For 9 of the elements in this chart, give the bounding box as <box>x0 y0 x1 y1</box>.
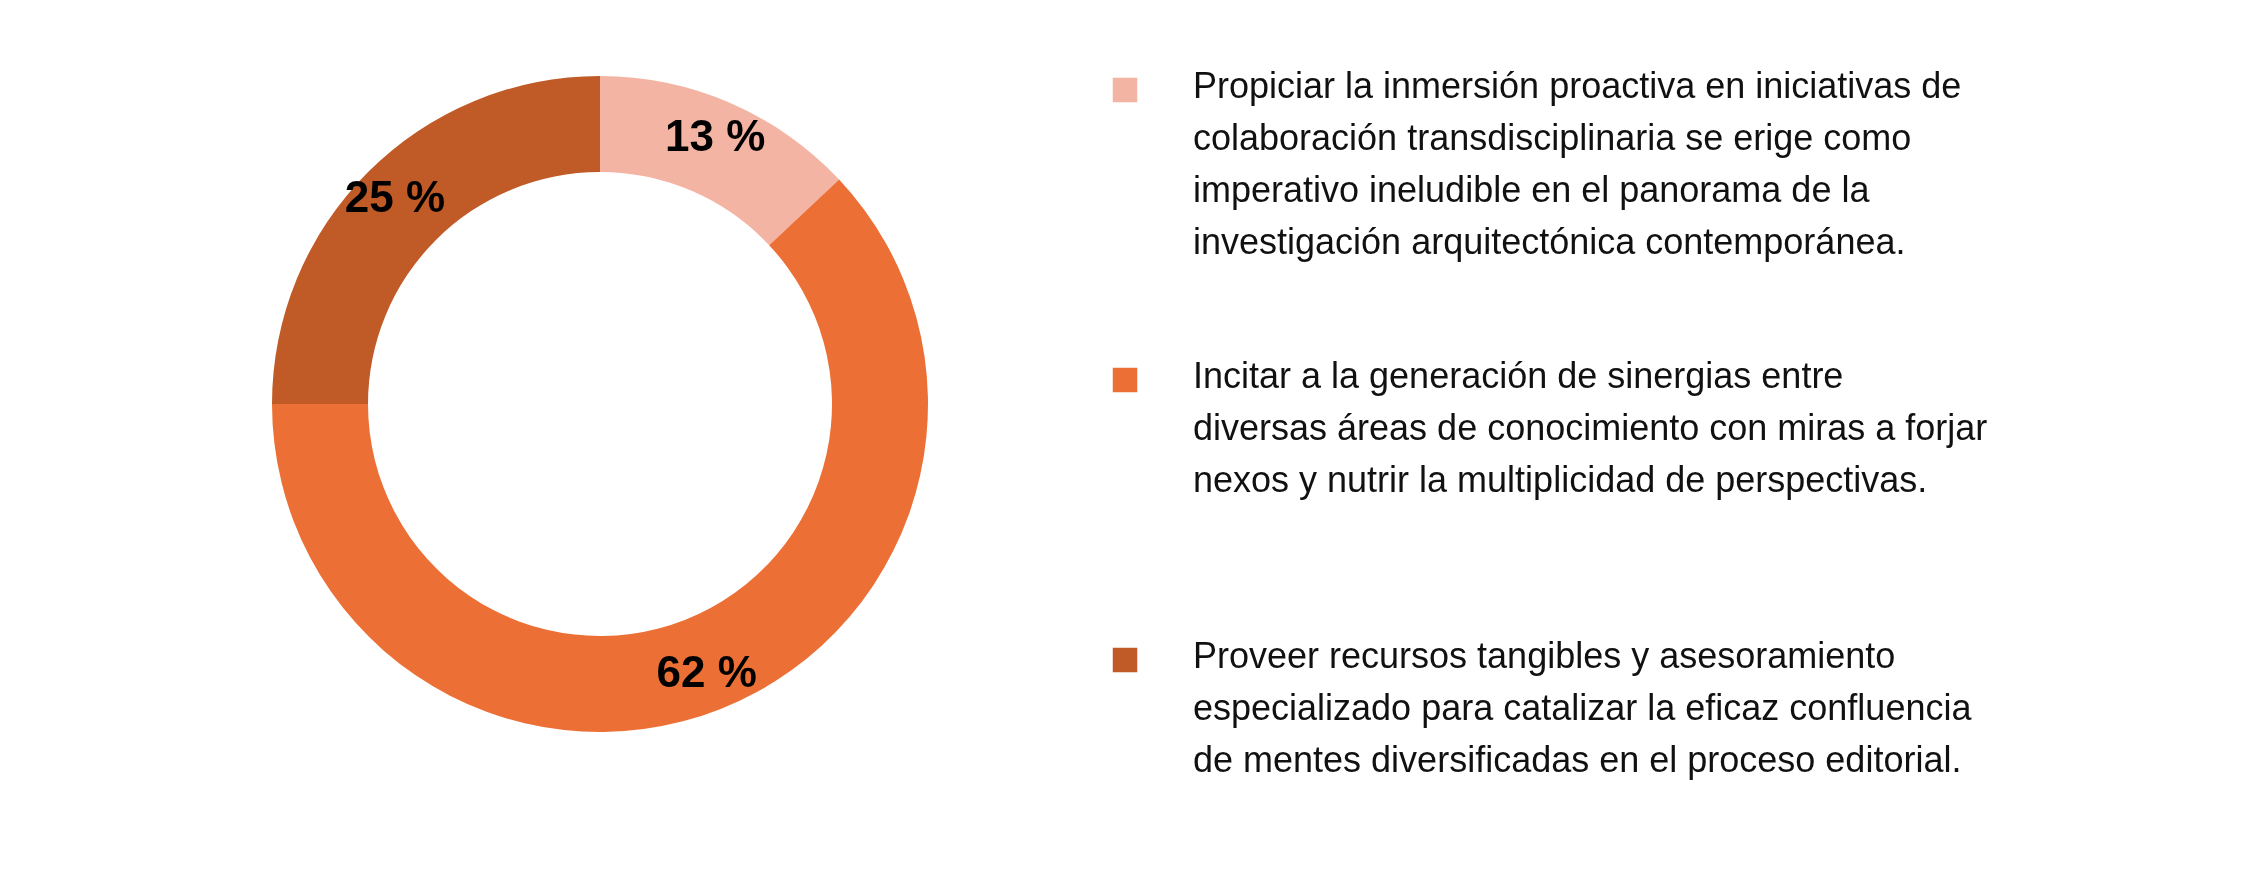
donut-slice <box>272 76 600 404</box>
data-label: 62 % <box>656 646 757 696</box>
legend-label: Incitar a la generación de sinergias entre diversas áreas de conocimiento con miras a forjar nexos y nutrir la multiplicidad de perspectivas. <box>1193 355 1988 500</box>
donut-slice <box>272 179 928 732</box>
legend-label: Proveer recursos tangibles y asesoramiento especializado para catalizar la eficaz confluencia de mentes diversificadas en el proceso editorial. <box>1193 635 1973 780</box>
donut-slice <box>600 76 840 246</box>
data-label: 13 % <box>665 110 766 160</box>
data-label: 25 % <box>344 171 446 221</box>
legend-label: Propiciar la inmersión proactiva en iniciativas de colaboración transdisciplinaria se erige como imperativo ineludible en el panorama de la investigación arquitectónica contemporánea. <box>1193 65 1962 262</box>
